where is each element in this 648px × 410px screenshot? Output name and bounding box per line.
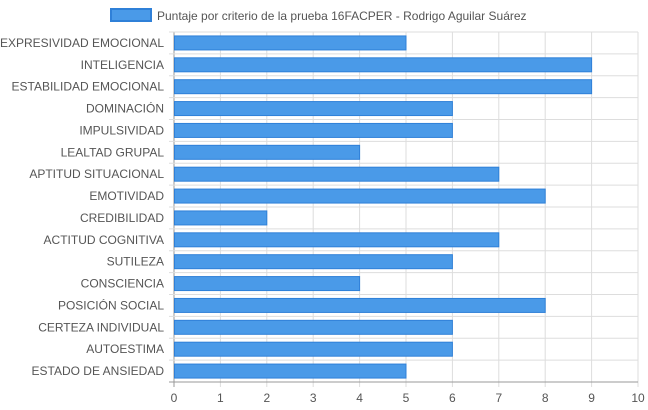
category-label: ACTITUD COGNITIVA <box>44 233 164 247</box>
bar <box>174 57 593 73</box>
bar <box>174 319 453 335</box>
bar <box>174 166 500 182</box>
bar <box>174 232 500 248</box>
category-label: LEALTAD GRUPAL <box>61 145 165 159</box>
legend-swatch <box>110 8 152 22</box>
legend-label: Puntaje por criterio de la prueba 16FACP… <box>157 9 527 23</box>
bar <box>174 210 268 226</box>
x-tick-label: 9 <box>588 391 595 405</box>
category-label: IMPULSIVIDAD <box>79 123 164 137</box>
bar <box>174 188 546 204</box>
bar <box>174 363 407 379</box>
x-tick-label: 1 <box>217 391 224 405</box>
bar <box>174 144 361 160</box>
x-tick-label: 2 <box>263 391 270 405</box>
x-tick-label: 5 <box>403 391 410 405</box>
category-label: SUTILEZA <box>107 255 164 269</box>
category-label: POSICIÓN SOCIAL <box>58 297 164 312</box>
x-tick-label: 10 <box>631 391 645 405</box>
x-tick-label: 7 <box>495 391 502 405</box>
category-label: AUTOESTIMA <box>86 342 164 356</box>
bar <box>174 35 407 51</box>
category-label: EXPRESIVIDAD EMOCIONAL <box>0 36 164 50</box>
bar <box>174 254 453 270</box>
category-label: CERTEZA INDIVIDUAL <box>38 320 164 334</box>
category-label: EMOTIVIDAD <box>89 189 164 203</box>
x-tick-label: 4 <box>356 391 363 405</box>
legend[interactable]: Puntaje por criterio de la prueba 16FACP… <box>110 8 527 23</box>
x-tick-label: 3 <box>310 391 317 405</box>
category-label: ESTADO DE ANSIEDAD <box>32 364 165 378</box>
bar <box>174 101 453 117</box>
category-label: APTITUD SITUACIONAL <box>29 167 164 181</box>
category-label: DOMINACIÓN <box>86 101 164 116</box>
bar <box>174 79 593 95</box>
bar <box>174 276 361 292</box>
category-label: ESTABILIDAD EMOCIONAL <box>12 80 165 94</box>
category-label: CREDIBILIDAD <box>80 211 164 225</box>
bar <box>174 122 453 138</box>
category-label: CONSCIENCIA <box>81 277 164 291</box>
x-tick-label: 0 <box>171 391 178 405</box>
x-tick-label: 8 <box>542 391 549 405</box>
bar <box>174 341 453 357</box>
category-label: INTELIGENCIA <box>81 58 164 72</box>
x-tick-label: 6 <box>449 391 456 405</box>
bar <box>174 297 546 313</box>
